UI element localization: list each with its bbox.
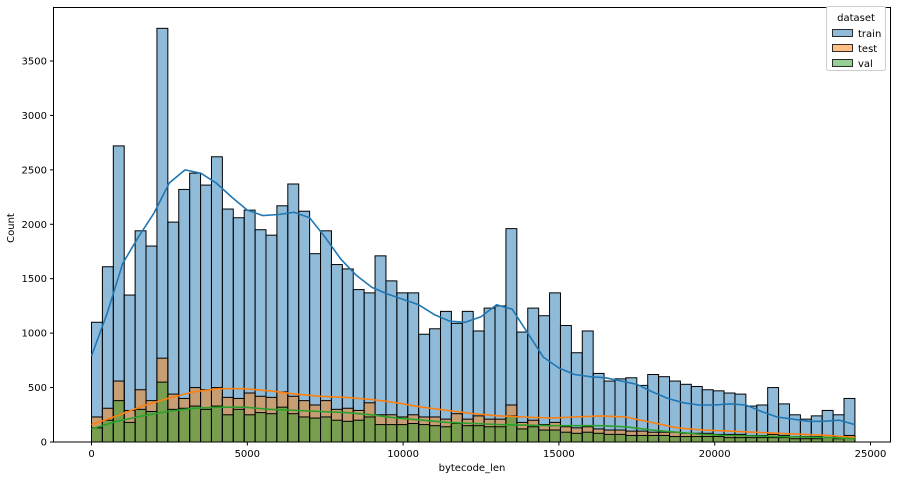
- train-bar: [374, 255, 387, 443]
- val-bar: [581, 431, 594, 443]
- x-tick-label: 5000: [235, 449, 260, 460]
- legend-label-val: val: [858, 59, 873, 70]
- val-bar: [407, 422, 420, 443]
- train-bars: [91, 27, 856, 443]
- x-axis: 0 5000 10000 15000 20000 25000: [88, 442, 886, 460]
- val-bar: [189, 405, 202, 443]
- legend-box: [826, 6, 886, 71]
- val-bar: [559, 431, 572, 443]
- val-bar: [636, 434, 649, 443]
- y-tick-label: 1500: [22, 274, 47, 285]
- y-tick-label: 0: [41, 438, 47, 449]
- val-bar: [385, 424, 398, 443]
- val-kde-line: [91, 406, 855, 440]
- legend-swatch-test: [832, 44, 853, 52]
- val-bar: [767, 437, 780, 443]
- val-bar: [701, 436, 714, 443]
- kde-lines: [90, 169, 856, 440]
- val-bar: [418, 424, 431, 443]
- val-bar: [614, 433, 627, 443]
- val-bar: [472, 425, 485, 443]
- val-bar: [396, 424, 409, 443]
- val-bar: [352, 419, 365, 443]
- val-bar: [690, 436, 703, 443]
- val-bar: [320, 416, 332, 443]
- val-bar: [647, 434, 660, 443]
- val-bar: [123, 421, 136, 443]
- val-bar: [341, 420, 354, 443]
- train-kde-line: [90, 169, 856, 426]
- val-bar: [374, 424, 387, 443]
- val-bar: [178, 407, 191, 443]
- train-bar: [559, 325, 572, 443]
- val-bar: [461, 425, 474, 443]
- val-bar: [450, 422, 463, 443]
- val-bar: [723, 437, 736, 443]
- val-bar: [254, 412, 267, 443]
- val-bar: [243, 414, 256, 443]
- val-bar: [570, 432, 583, 443]
- y-tick-label: 3000: [22, 111, 47, 122]
- val-bar: [363, 416, 376, 443]
- val-bar: [494, 426, 507, 443]
- val-bar: [91, 427, 103, 443]
- val-bar: [538, 429, 551, 443]
- val-bar: [330, 419, 343, 443]
- y-tick-label: 500: [28, 383, 47, 394]
- val-bar: [265, 413, 278, 443]
- val-bar: [210, 405, 223, 443]
- val-bar: [516, 428, 529, 443]
- x-tick-label: 25000: [855, 449, 887, 460]
- legend-swatch-val: [832, 59, 853, 67]
- val-bar: [483, 426, 496, 443]
- val-bar: [669, 436, 681, 443]
- legend-title: dataset: [837, 13, 875, 24]
- val-bar: [549, 429, 561, 443]
- legend-swatch-train: [832, 29, 853, 37]
- val-bar: [232, 408, 245, 443]
- val-bar: [745, 437, 758, 443]
- val-bar: [167, 408, 180, 443]
- val-bar: [134, 408, 147, 443]
- y-axis: 0 500 1000 1500 2000 2500 3000 3500: [22, 56, 54, 449]
- x-tick-label: 15000: [543, 449, 575, 460]
- x-tick-label: 0: [88, 449, 94, 460]
- val-bar: [287, 413, 300, 443]
- val-bar: [658, 434, 671, 443]
- x-tick-label: 20000: [699, 449, 731, 460]
- val-bar: [756, 437, 769, 443]
- val-bar: [276, 406, 289, 443]
- x-axis-label: bytecode_len: [439, 463, 506, 474]
- y-axis-label: Count: [6, 213, 17, 243]
- val-bar: [429, 425, 441, 443]
- x-tick-label: 10000: [387, 449, 419, 460]
- legend-label-test: test: [858, 44, 877, 55]
- val-bar: [505, 415, 518, 443]
- val-bar: [527, 426, 540, 443]
- y-tick-label: 1000: [22, 329, 47, 340]
- val-bar: [603, 433, 616, 443]
- train-bar: [538, 315, 551, 443]
- val-bar: [309, 417, 322, 443]
- val-bar: [592, 432, 605, 443]
- val-bar: [778, 437, 790, 443]
- val-bar: [145, 411, 158, 443]
- y-tick-label: 3500: [22, 56, 47, 67]
- val-bar: [298, 416, 311, 443]
- val-bar: [712, 436, 725, 443]
- legend: dataset train test val: [826, 6, 886, 71]
- legend-label-train: train: [858, 29, 881, 40]
- val-bar: [200, 408, 212, 443]
- test-kde-line: [91, 387, 855, 439]
- y-tick-label: 2500: [22, 165, 47, 176]
- val-bar: [221, 414, 234, 443]
- val-bar: [679, 436, 692, 443]
- y-tick-label: 2000: [22, 220, 47, 231]
- val-bar: [439, 426, 452, 443]
- val-bar: [625, 434, 638, 443]
- val-bar: [734, 437, 747, 443]
